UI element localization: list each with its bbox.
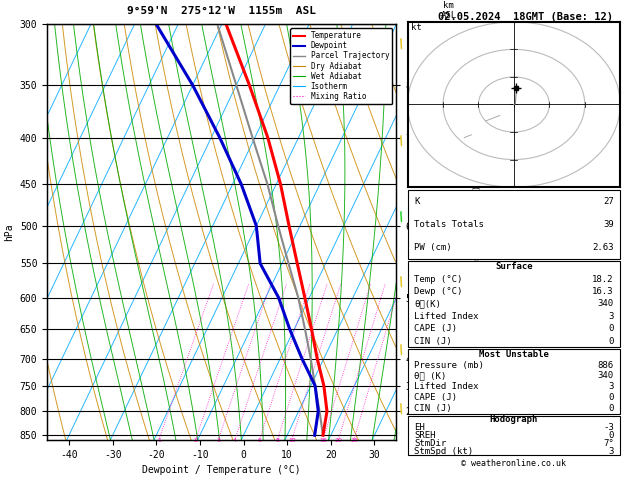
Text: /: / — [397, 343, 406, 357]
Text: 0: 0 — [608, 431, 614, 440]
Y-axis label: hPa: hPa — [4, 223, 14, 241]
Text: SREH: SREH — [414, 431, 435, 440]
Text: 3: 3 — [608, 447, 614, 456]
Text: θᴄ (K): θᴄ (K) — [414, 371, 446, 381]
Text: 20: 20 — [335, 438, 342, 443]
Text: Lifted Index: Lifted Index — [414, 382, 479, 391]
Text: CAPE (J): CAPE (J) — [414, 324, 457, 333]
Text: 10: 10 — [288, 438, 296, 443]
Text: 9°59'N  275°12'W  1155m  ASL: 9°59'N 275°12'W 1155m ASL — [127, 6, 316, 16]
Text: 18.2: 18.2 — [593, 275, 614, 284]
Text: 3: 3 — [608, 382, 614, 391]
Text: 0: 0 — [608, 404, 614, 413]
Text: km
ASL: km ASL — [440, 1, 457, 20]
Text: 3: 3 — [608, 312, 614, 321]
Text: 27: 27 — [603, 197, 614, 206]
Text: 0: 0 — [608, 337, 614, 346]
Text: 2.63: 2.63 — [593, 243, 614, 252]
Text: /: / — [397, 275, 406, 289]
Text: PW (cm): PW (cm) — [414, 243, 452, 252]
Text: K: K — [414, 197, 420, 206]
Text: θᴄ(K): θᴄ(K) — [414, 299, 441, 309]
Text: Lifted Index: Lifted Index — [414, 312, 479, 321]
Text: 02.05.2024  18GMT (Base: 12): 02.05.2024 18GMT (Base: 12) — [438, 12, 613, 22]
Text: 0: 0 — [608, 324, 614, 333]
Text: Surface: Surface — [495, 262, 533, 271]
Text: Temp (°C): Temp (°C) — [414, 275, 462, 284]
Text: Pressure (mb): Pressure (mb) — [414, 361, 484, 369]
Text: StmSpd (kt): StmSpd (kt) — [414, 447, 473, 456]
Text: 8: 8 — [276, 438, 279, 443]
Text: Mixing Ratio (g/kg): Mixing Ratio (g/kg) — [473, 185, 482, 279]
Text: /: / — [397, 209, 406, 223]
Text: 7°: 7° — [603, 439, 614, 448]
Text: 886: 886 — [598, 361, 614, 369]
Bar — [408, 260, 620, 347]
Text: /: / — [397, 134, 406, 148]
Text: 16.3: 16.3 — [593, 287, 614, 296]
Text: 6: 6 — [257, 438, 262, 443]
Text: CIN (J): CIN (J) — [414, 404, 452, 413]
Text: 4: 4 — [233, 438, 237, 443]
Text: -3: -3 — [603, 423, 614, 432]
Text: 0: 0 — [608, 393, 614, 402]
Text: Hodograph: Hodograph — [490, 415, 538, 424]
Text: 16: 16 — [319, 438, 327, 443]
Text: Most Unstable: Most Unstable — [479, 350, 549, 359]
Text: Totals Totals: Totals Totals — [414, 220, 484, 229]
Text: CAPE (J): CAPE (J) — [414, 393, 457, 402]
Text: kt: kt — [411, 23, 422, 32]
Text: 1: 1 — [157, 438, 161, 443]
Bar — [408, 416, 620, 455]
Text: /: / — [397, 401, 406, 415]
Text: 2: 2 — [194, 438, 198, 443]
Text: 25: 25 — [350, 438, 358, 443]
Text: Dewp (°C): Dewp (°C) — [414, 287, 462, 296]
Bar — [408, 190, 620, 259]
Legend: Temperature, Dewpoint, Parcel Trajectory, Dry Adiabat, Wet Adiabat, Isotherm, Mi: Temperature, Dewpoint, Parcel Trajectory… — [290, 28, 392, 104]
Text: CIN (J): CIN (J) — [414, 337, 452, 346]
Text: EH: EH — [414, 423, 425, 432]
Text: 340: 340 — [598, 371, 614, 381]
Text: StmDir: StmDir — [414, 439, 446, 448]
Text: /: / — [397, 37, 406, 51]
Text: 39: 39 — [603, 220, 614, 229]
Text: 340: 340 — [598, 299, 614, 309]
Text: © weatheronline.co.uk: © weatheronline.co.uk — [462, 459, 566, 468]
Text: 3: 3 — [216, 438, 220, 443]
Bar — [408, 349, 620, 414]
Text: LCL: LCL — [410, 431, 425, 440]
X-axis label: Dewpoint / Temperature (°C): Dewpoint / Temperature (°C) — [142, 465, 301, 475]
